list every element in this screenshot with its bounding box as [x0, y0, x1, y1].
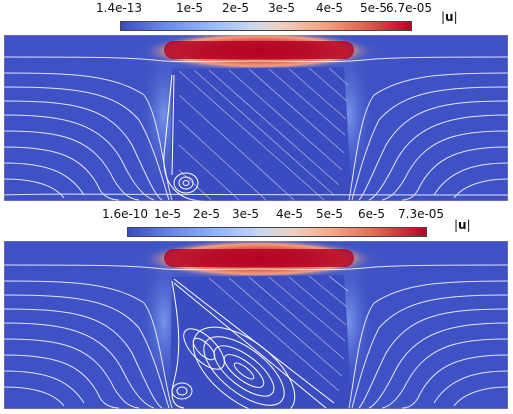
tick-label: 4e-5 — [316, 1, 343, 15]
tick-label: 4e-5 — [276, 207, 303, 221]
tick-label: 6.7e-05 — [386, 1, 433, 15]
tick-label: 3e-5 — [232, 207, 259, 221]
streamlines — [4, 264, 508, 409]
diagonal-streamlines — [178, 67, 349, 201]
colorbar-top-title: |u| — [441, 10, 458, 24]
tick-label: 1e-5 — [176, 1, 203, 15]
flow-field-bottom — [4, 241, 508, 409]
recirculation-vortex — [171, 278, 335, 409]
colorbar-top-gradient — [120, 21, 412, 31]
tick-label: 5e-5 — [316, 207, 343, 221]
tick-label: 7.3e-05 — [398, 207, 445, 221]
colorbar-bottom-gradient — [127, 227, 427, 237]
flow-field-top — [4, 35, 508, 201]
tick-label: 1.6e-10 — [102, 207, 149, 221]
tick-label: 1e-5 — [154, 207, 181, 221]
tick-label: 5e-5 — [360, 1, 387, 15]
diagonal-streamlines — [208, 275, 349, 392]
tick-label: 3e-5 — [268, 1, 295, 15]
tick-label: 2e-5 — [193, 207, 220, 221]
tick-label: 1.4e-13 — [96, 1, 143, 15]
tick-label: 6e-5 — [358, 207, 385, 221]
colorbar-bottom-title: |u| — [454, 218, 471, 232]
tick-label: 2e-5 — [222, 1, 249, 15]
recirculation-vortex — [163, 74, 205, 201]
